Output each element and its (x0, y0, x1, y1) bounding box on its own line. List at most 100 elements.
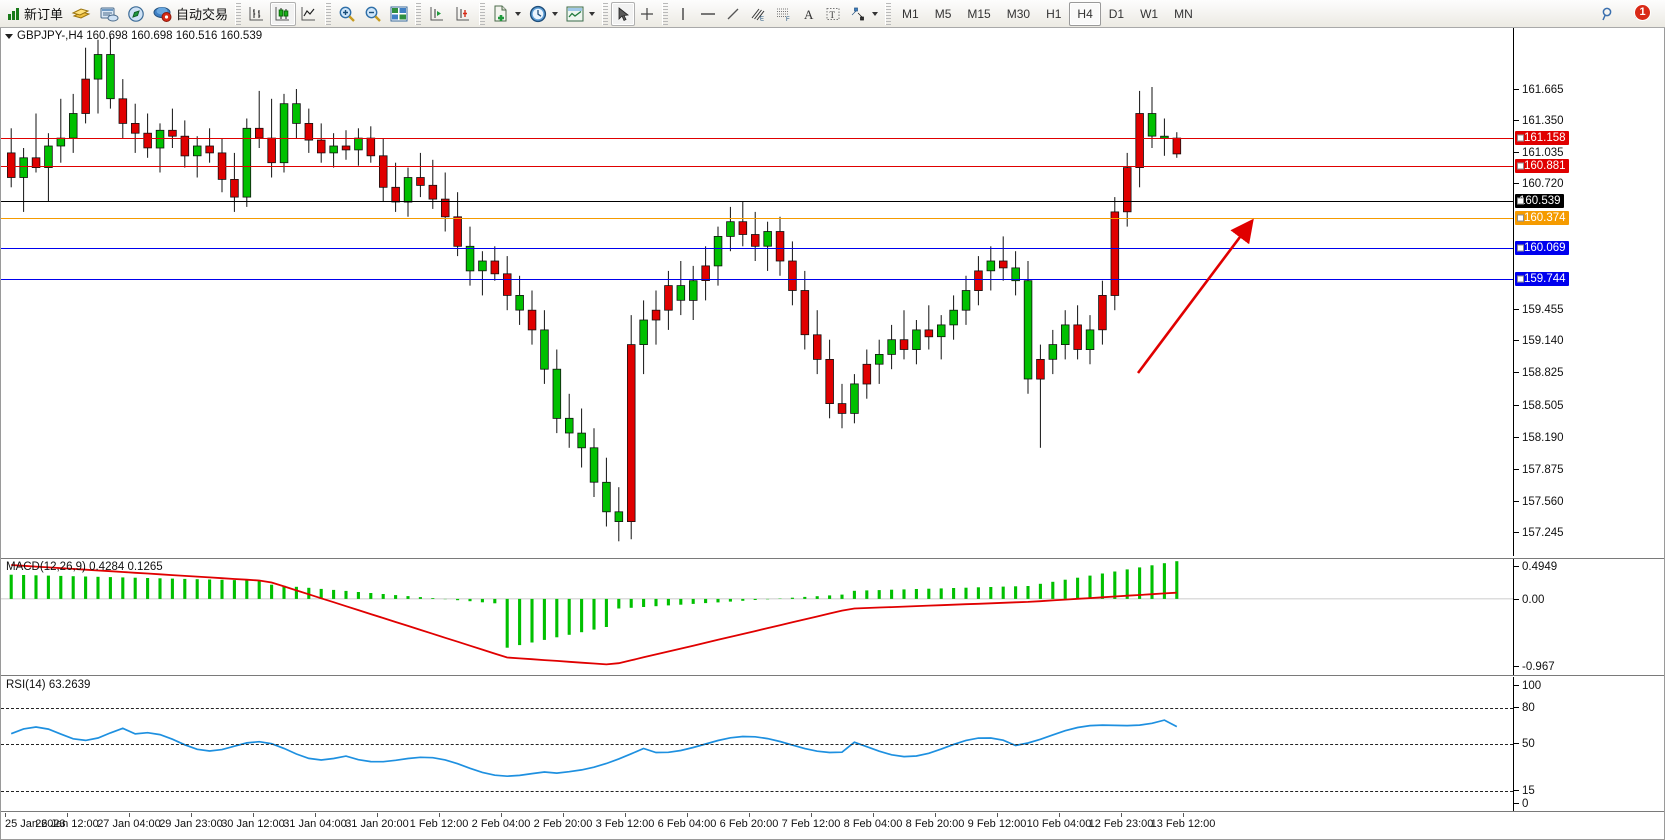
terminal-window-icon (100, 7, 119, 21)
templates-button[interactable] (562, 2, 599, 26)
chevron-down-icon[interactable] (552, 11, 559, 16)
candlestick-chart-button[interactable] (270, 1, 297, 26)
toolbar-separator (662, 2, 669, 25)
price-tag-current-price[interactable]: 160.539 (1515, 194, 1564, 208)
timeframe-m30[interactable]: M30 (1006, 6, 1031, 21)
chevron-down-icon[interactable] (515, 11, 522, 16)
market-watch-button[interactable] (67, 2, 95, 26)
price-plot-area[interactable] (1, 28, 1513, 556)
bar-chart-button[interactable] (244, 2, 270, 26)
rsi-tick: 50 (1514, 738, 1535, 750)
zoom-in-button[interactable] (334, 2, 360, 26)
bar-chart-icon (249, 6, 264, 20)
price-tick: 158.825 (1514, 367, 1564, 379)
rsi-axis[interactable]: 100 80 50 15 0 (1513, 677, 1664, 811)
line-chart-button[interactable] (296, 2, 322, 26)
toolbar-separator (415, 2, 422, 25)
shift-chart-button[interactable] (424, 2, 450, 26)
timeframe-m1[interactable]: M1 (902, 6, 919, 21)
vertical-line-icon (682, 7, 684, 20)
text-icon: A (804, 7, 814, 22)
chevron-down-icon[interactable] (589, 11, 596, 16)
macd-axis[interactable]: 0.4949 0.00 -0.967 (1513, 559, 1664, 675)
macd-pane[interactable]: MACD(12,26,9) 0.4284 0.1265 0.4949 0.00 … (1, 558, 1664, 676)
macd-tick: 0.4949 (1514, 561, 1557, 573)
chart-window[interactable]: GBPJPY-,H4 160.698 160.698 160.516 160.5… (0, 28, 1665, 840)
new-order-label: 新订单 (24, 7, 64, 22)
macd-series (1, 561, 1513, 666)
fibonacci-tool-button[interactable]: F (771, 2, 797, 26)
auto-trading-button[interactable]: 自动交易 (149, 2, 232, 26)
search-button[interactable] (1596, 2, 1620, 26)
level-line-current-price (1, 201, 1513, 202)
toolbar-separator (235, 2, 242, 25)
time-tick-mark (501, 813, 502, 817)
notifications-button[interactable]: 1 (1628, 2, 1654, 26)
price-pane[interactable]: GBPJPY-,H4 160.698 160.698 160.516 160.5… (1, 28, 1664, 556)
time-axis[interactable]: 25 Jan 2023 26 Jan 12:00 27 Jan 04:00 29 Ja… (1, 813, 1664, 839)
timeframe-d1[interactable]: D1 (1108, 6, 1125, 21)
rsi-pane[interactable]: RSI(14) 63.2639 100 80 50 15 0 (1, 677, 1664, 812)
price-axis[interactable]: 161.665 161.350 161.035 160.720 159.455 … (1513, 28, 1664, 556)
search-icon (1602, 7, 1612, 20)
arrows-tool-button[interactable] (845, 2, 882, 26)
equidistant-channel-button[interactable]: E (745, 2, 771, 26)
timeframe-w1[interactable]: W1 (1140, 6, 1159, 21)
template-icon (566, 6, 584, 21)
macd-plot-area[interactable] (1, 559, 1513, 675)
new-order-icon (8, 7, 19, 20)
price-tick: 157.560 (1514, 496, 1564, 508)
auto-scroll-button[interactable] (450, 2, 476, 26)
svg-text:A: A (804, 7, 814, 22)
price-tag-pivot[interactable]: 160.374 (1515, 211, 1569, 225)
new-order-button[interactable]: 新订单 (3, 2, 67, 26)
zoom-out-button[interactable] (360, 2, 386, 26)
price-tag-resistance-2[interactable]: 160.881 (1515, 159, 1569, 173)
timeframe-m5[interactable]: M5 (934, 6, 952, 21)
collapse-caret-icon[interactable] (5, 33, 13, 39)
navigator-button[interactable] (123, 2, 149, 26)
time-tick: 6 Feb 20:00 (719, 818, 779, 830)
horizontal-line-tool-button[interactable] (695, 2, 721, 26)
time-tick: 9 Feb 12:00 (967, 818, 1027, 830)
macd-tick: -0.967 (1514, 661, 1555, 673)
price-tag-support-2[interactable]: 159.744 (1515, 272, 1569, 286)
data-window-button[interactable] (95, 2, 123, 26)
compass-icon (128, 5, 144, 22)
new-chart-button[interactable] (488, 2, 525, 26)
svg-text:T: T (830, 10, 836, 20)
new-chart-icon (494, 5, 507, 21)
svg-text:F: F (786, 17, 790, 22)
text-tool-button[interactable]: A (797, 2, 821, 26)
time-tick: 1 Feb 12:00 (409, 818, 469, 830)
text-label-tool-button[interactable]: T (821, 2, 845, 26)
rsi-level-80 (1, 708, 1513, 709)
time-tick: 12 Feb 23:00 (1088, 818, 1154, 830)
cursor-tool-button[interactable] (611, 1, 636, 26)
rsi-plot-area[interactable] (1, 677, 1513, 811)
auto-trading-icon (153, 6, 172, 22)
time-tick: 8 Feb 04:00 (843, 818, 903, 830)
line-chart-icon (301, 6, 316, 20)
time-tick: 27 Jan 04:00 (97, 818, 161, 830)
data-grid-button[interactable] (386, 2, 412, 26)
trendline-tool-button[interactable] (721, 2, 745, 26)
zoom-out-icon (365, 6, 381, 22)
period-button[interactable] (525, 2, 562, 26)
price-tag-resistance-1[interactable]: 161.158 (1515, 131, 1569, 145)
time-tick-mark (997, 813, 998, 817)
crosshair-tool-button[interactable] (635, 2, 659, 26)
vertical-line-tool-button[interactable] (671, 2, 695, 26)
timeframe-h4[interactable]: H4 (1069, 1, 1101, 26)
timeframe-h1[interactable]: H1 (1046, 6, 1062, 21)
chevron-down-icon[interactable] (872, 11, 879, 16)
timeframe-m15[interactable]: M15 (967, 6, 991, 21)
level-line-pivot (1, 218, 1513, 219)
rsi-level-15 (1, 791, 1513, 792)
price-tag-support-1[interactable]: 160.069 (1515, 241, 1569, 255)
toolbar-separator (325, 2, 332, 25)
toolbar-separator (479, 2, 486, 25)
timeframe-mn[interactable]: MN (1174, 6, 1193, 21)
time-tick-mark (439, 813, 440, 817)
text-label-icon: T (826, 7, 840, 20)
